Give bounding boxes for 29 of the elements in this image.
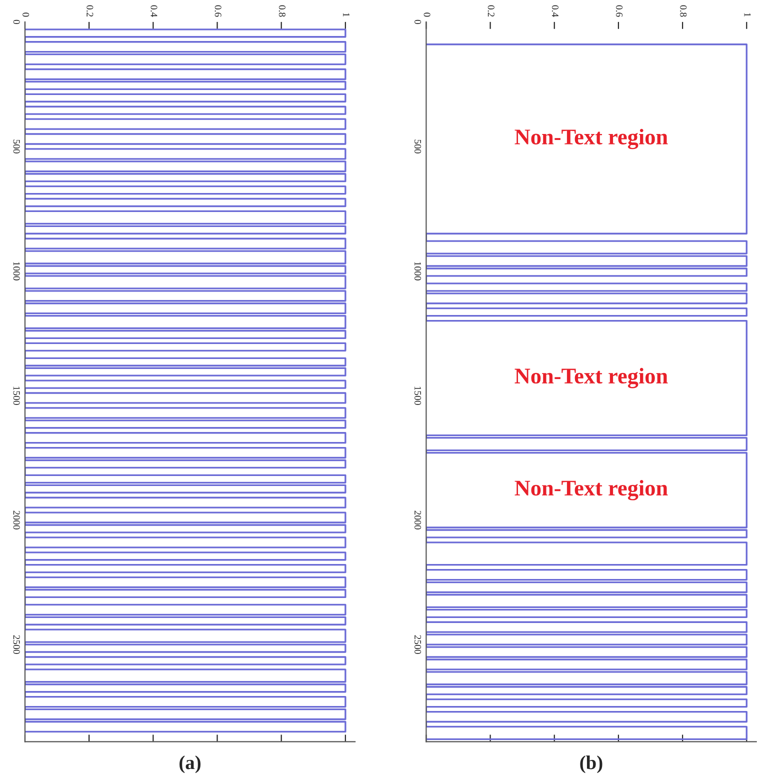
annotation: Non-Text region [514, 128, 668, 150]
x-tick-label: 1 [343, 13, 350, 17]
y-tick-label: 500 [13, 140, 20, 154]
y-tick-label: 1500 [13, 386, 20, 405]
y-tick-label: 2500 [13, 635, 20, 654]
x-axis-title: (a) [180, 756, 200, 774]
x-tick-label: 0 [22, 12, 30, 17]
y-tick-label: 1000 [414, 262, 422, 280]
x-axis-title: (b) [580, 756, 602, 774]
annotation: Non-Text region [514, 368, 668, 388]
x-tick-label: 0.8 [278, 5, 286, 17]
y-tick-label: 2000 [13, 510, 20, 530]
x-tick-label: 0 [424, 12, 430, 17]
x-tick-label: 0.2 [86, 5, 94, 17]
y-tick-label: 2000 [414, 510, 422, 530]
x-tick-label: 0.6 [616, 5, 623, 17]
x-tick-label: 1 [744, 13, 751, 17]
y-tick-label: 1000 [13, 262, 20, 280]
y-tick-label: 0 [13, 20, 20, 24]
x-tick-label: 0.4 [150, 5, 158, 17]
y-tick-label: 500 [414, 140, 422, 154]
y-tick-label: 2500 [414, 635, 422, 654]
x-tick-label: 0.8 [680, 5, 687, 17]
y-tick-label: 0 [414, 20, 422, 24]
x-tick-label: 0.4 [552, 5, 558, 17]
x-tick-label: 0.6 [214, 5, 222, 17]
y-tick-label: 1500 [414, 386, 422, 405]
annotation: Non-Text region [514, 480, 668, 500]
x-tick-label: 0.2 [488, 5, 494, 17]
